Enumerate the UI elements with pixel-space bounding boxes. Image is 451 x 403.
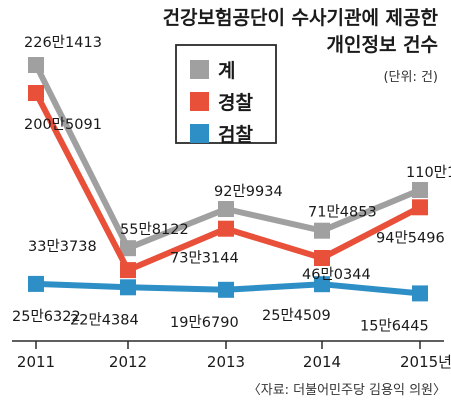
point-prosecution-1 [120, 279, 136, 296]
point-prosecution-2 [218, 281, 234, 298]
data-label-total-2: 92만9934 [214, 183, 283, 200]
legend-label-total: 계 [218, 60, 235, 82]
series-layer: 226만1413 55만8122 92만9934 71만4853 110만1941 200… [12, 34, 451, 334]
point-police-3 [314, 250, 330, 266]
chart-title-line2: 개인정보 건수 [327, 34, 439, 56]
x-tick-label-0: 2011 [17, 353, 55, 371]
x-tick-label-4: 2015년 [400, 353, 451, 371]
legend-swatch-police [190, 92, 209, 111]
point-prosecution-0 [28, 275, 44, 292]
legend-swatch-prosecution [190, 124, 209, 143]
point-total-1 [120, 240, 136, 257]
data-label-total-4: 110만1941 [406, 164, 451, 181]
point-total-2 [218, 201, 234, 217]
point-police-0 [28, 85, 44, 101]
legend-label-prosecution: 검찰 [218, 124, 253, 146]
data-label-total-1: 55만8122 [120, 221, 189, 238]
x-tick-label-1: 2012 [109, 353, 147, 371]
legend-swatch-total [190, 60, 209, 79]
point-police-2 [218, 220, 234, 237]
data-label-total-3: 71만4853 [308, 204, 377, 221]
x-tick-label-3: 2014 [303, 353, 341, 371]
point-total-0 [28, 57, 44, 73]
data-label-prosecution-2: 19만6790 [170, 314, 239, 331]
x-tick-label-2: 2013 [207, 353, 245, 371]
legend-label-police: 경찰 [218, 92, 253, 114]
data-label-prosecution-1: 22만4384 [70, 311, 139, 328]
point-prosecution-3 [314, 276, 330, 293]
unit-note: (단위: 건) [383, 70, 438, 85]
point-prosecution-4 [412, 285, 428, 302]
data-label-police-2: 73만3144 [170, 250, 239, 267]
data-label-prosecution-0: 25만6322 [12, 308, 81, 325]
data-label-police-0: 200만5091 [24, 116, 102, 133]
point-total-3 [314, 222, 330, 239]
data-label-prosecution-3: 25만4509 [262, 307, 331, 324]
data-label-police-4: 94만5496 [376, 229, 445, 246]
data-label-prosecution-4: 15만6445 [360, 317, 429, 334]
point-police-1 [120, 262, 136, 279]
data-label-police-3: 46만0344 [302, 266, 371, 283]
data-label-total-0: 226만1413 [24, 34, 102, 51]
source-note: 〈자료: 더불어민주당 김용익 의원〉 [248, 383, 446, 398]
data-label-police-1: 33만3738 [28, 238, 97, 255]
chart-title-line1: 건강보험공단이 수사기관에 제공한 [163, 7, 439, 29]
point-total-4 [412, 182, 428, 198]
point-police-4 [412, 199, 428, 216]
